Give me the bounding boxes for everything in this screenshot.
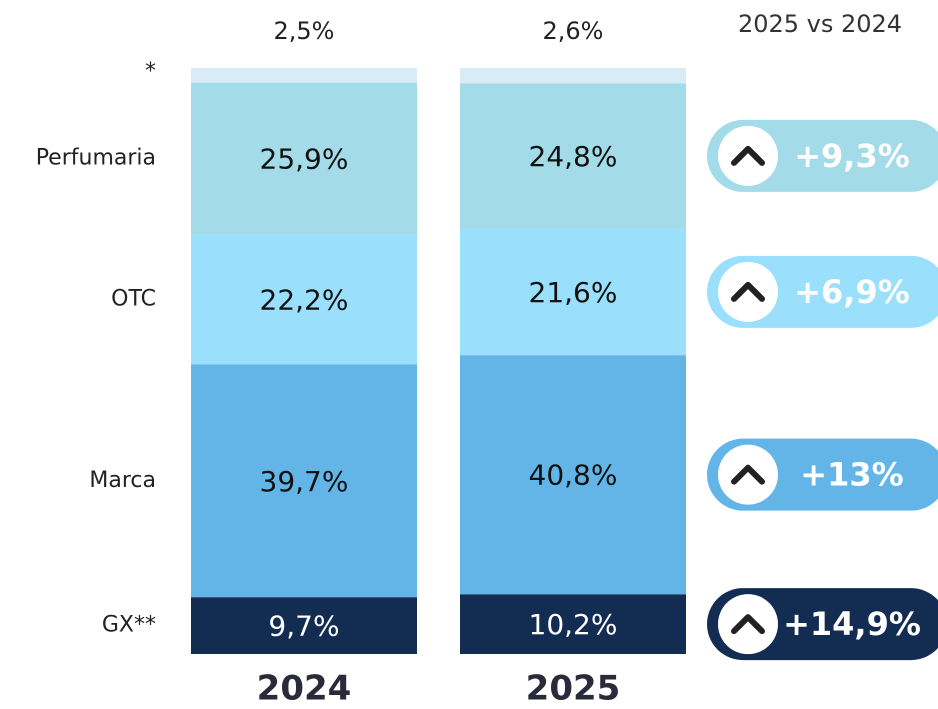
series-label: Perfumaria	[36, 146, 156, 171]
value-label: 9,7%	[268, 610, 339, 643]
bar-segment	[191, 597, 417, 654]
bar-segment	[460, 594, 686, 654]
value-label: 25,9%	[260, 143, 349, 176]
bar-segment	[191, 82, 417, 235]
value-label: 24,8%	[529, 140, 618, 173]
badge-icon	[718, 594, 778, 655]
change-title: 2025 vs 2024	[738, 10, 902, 38]
change-badge: +14,9%	[707, 588, 938, 661]
series-label: Marca	[89, 468, 156, 493]
series-label: GX**	[102, 613, 156, 638]
change-badge: +9,3%	[707, 119, 938, 192]
category-label: 2025	[526, 669, 621, 709]
badge-icon	[718, 125, 778, 186]
value-label: 2,5%	[274, 17, 335, 45]
chevron	[731, 614, 765, 635]
bar-segment	[460, 68, 686, 84]
bar-segment	[191, 234, 417, 365]
bar-segment	[460, 228, 686, 356]
value-label: 2,6%	[543, 17, 604, 45]
change-label: +13%	[800, 456, 903, 494]
change-label: +14,9%	[783, 605, 921, 643]
change-label: +6,9%	[794, 273, 910, 311]
change-label: +9,3%	[794, 137, 910, 175]
change-badge: +6,9%	[707, 255, 938, 328]
change-badge: +13%	[707, 438, 938, 511]
bar-segment	[191, 364, 417, 598]
value-label: 39,7%	[260, 465, 349, 498]
series-label: OTC	[111, 286, 156, 311]
badge-icon	[718, 444, 778, 505]
chevron	[731, 145, 765, 166]
value-label: 40,8%	[529, 459, 618, 492]
bar-segment	[460, 83, 686, 229]
series-label: *	[145, 59, 156, 84]
chevron	[731, 281, 765, 302]
bar-segment	[191, 68, 417, 83]
chevron	[731, 464, 765, 485]
value-label: 21,6%	[529, 276, 618, 309]
value-label: 22,2%	[260, 283, 349, 316]
category-label: 2024	[257, 669, 352, 709]
bar-segment	[460, 355, 686, 595]
badge-icon	[718, 261, 778, 322]
value-label: 10,2%	[529, 608, 618, 641]
